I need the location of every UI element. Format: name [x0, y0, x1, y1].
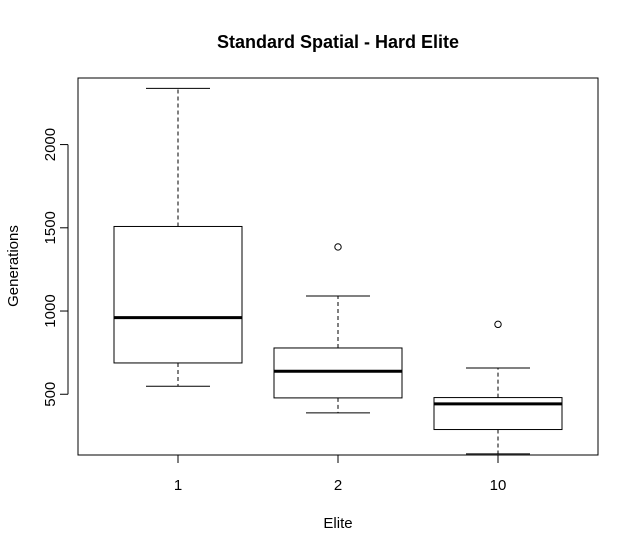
x-axis: 1 2 10: [174, 454, 507, 494]
chart-title: Standard Spatial - Hard Elite: [217, 32, 459, 52]
y-tick-label: 500: [42, 382, 59, 407]
iqr-box: [113, 225, 243, 364]
iqr-box: [273, 347, 403, 399]
y-axis: 500 1000 1500 2000: [42, 128, 69, 407]
iqr-box: [433, 397, 563, 431]
y-tick-label: 1500: [42, 211, 59, 244]
outlier-point: [494, 320, 502, 329]
y-tick-label: 2000: [42, 128, 59, 161]
box-10: [433, 320, 563, 455]
x-tick-label: 1: [174, 477, 182, 494]
y-tick-label: 1000: [42, 294, 59, 327]
y-axis-label: Generations: [5, 225, 22, 307]
x-tick-label: 2: [334, 477, 342, 494]
box-2: [273, 243, 403, 414]
box-group: [113, 87, 563, 455]
box-1: [113, 87, 243, 387]
outlier-point: [334, 243, 342, 251]
x-tick-label: 10: [490, 477, 507, 494]
x-axis-label: Elite: [323, 515, 352, 532]
